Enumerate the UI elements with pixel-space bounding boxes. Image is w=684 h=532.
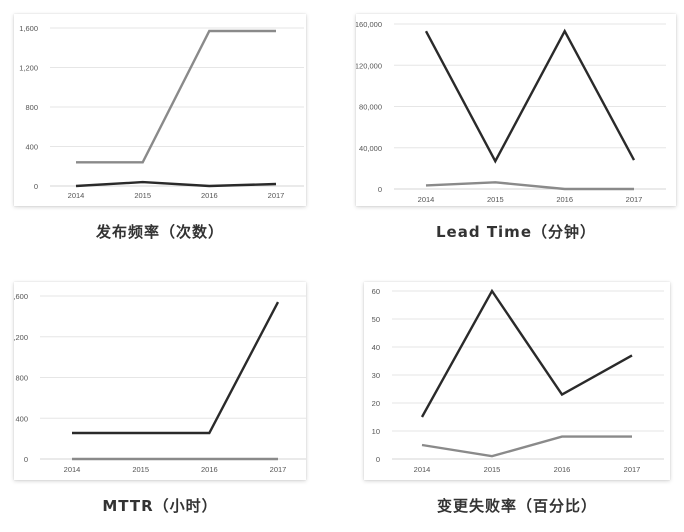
y-tick-label: 20 [372,399,380,408]
x-tick-label: 2017 [626,195,643,204]
x-tick-label: 2015 [484,465,501,474]
series-line-1 [76,29,276,164]
caption-lead-time: Lead Time（分钟） [436,223,596,241]
x-tick-label: 2015 [132,465,149,474]
x-tick-label: 2014 [414,465,431,474]
series-line-1 [420,288,633,418]
x-tick-label: 2017 [624,465,641,474]
y-tick-label: 1,200 [14,333,28,342]
series-line-2 [425,181,634,191]
chart-panel-lead-time: 0 40,000 80,000 120,000 160,000 2014 2015 2016 2… [356,14,676,206]
x-tick-label: 2014 [64,465,81,474]
chart-change-failure-rate: 0 10 20 30 40 50 60 2014 2015 2016 2017 [372,287,664,474]
y-tick-label: 40,000 [359,144,382,153]
chart-deploy-frequency: 0 400 800 1,200 1,600 2014 2015 2016 2017 [19,24,304,200]
y-tick-label: 0 [376,455,380,464]
y-tick-label: 60 [372,287,380,296]
series-line-2 [75,180,277,188]
y-tick-label: 30 [372,371,380,380]
x-tick-label: 2015 [134,191,151,200]
y-tick-label: 160,000 [356,20,382,29]
y-tick-label: 1,600 [14,292,28,301]
series-line-1 [424,28,636,164]
chart-panel-deploy-frequency: 0 400 800 1,200 1,600 2014 2015 2016 2017 [14,14,306,206]
chart-panel-mttr: 0 400 800 1,200 1,600 2014 2015 2016 2017 [14,282,306,480]
x-tick-label: 2016 [201,465,218,474]
y-tick-label: 80,000 [359,103,382,112]
x-tick-label: 2016 [556,195,573,204]
y-tick-label: 120,000 [356,61,382,70]
y-tick-label: 800 [25,103,38,112]
y-tick-label: 0 [378,185,382,194]
y-tick-label: 400 [15,414,28,423]
series-line-1 [72,301,280,435]
series-line-2 [421,435,632,458]
chart-mttr: 0 400 800 1,200 1,600 2014 2015 2016 2017 [14,292,306,474]
x-tick-label: 2017 [270,465,287,474]
x-tick-label: 2015 [487,195,504,204]
caption-deploy-frequency: 发布频率（次数） [95,223,224,241]
x-tick-label: 2016 [554,465,571,474]
y-tick-label: 40 [372,343,380,352]
x-tick-label: 2017 [268,191,285,200]
caption-mttr: MTTR（小时） [102,497,218,515]
y-tick-label: 1,600 [19,24,38,33]
chart-lead-time: 0 40,000 80,000 120,000 160,000 2014 2015 2016 2… [356,20,666,204]
y-tick-label: 10 [372,427,380,436]
y-tick-label: 800 [15,374,28,383]
y-tick-label: 0 [34,182,38,191]
caption-change-failure-rate: 变更失败率（百分比） [436,497,597,515]
y-tick-label: 0 [24,455,28,464]
y-tick-label: 1,200 [19,64,38,73]
x-tick-label: 2016 [201,191,218,200]
y-tick-label: 50 [372,315,380,324]
x-tick-label: 2014 [418,195,435,204]
y-tick-label: 400 [25,143,38,152]
x-tick-label: 2014 [68,191,85,200]
chart-panel-change-failure-rate: 0 10 20 30 40 50 60 2014 2015 2016 2017 [364,282,670,480]
